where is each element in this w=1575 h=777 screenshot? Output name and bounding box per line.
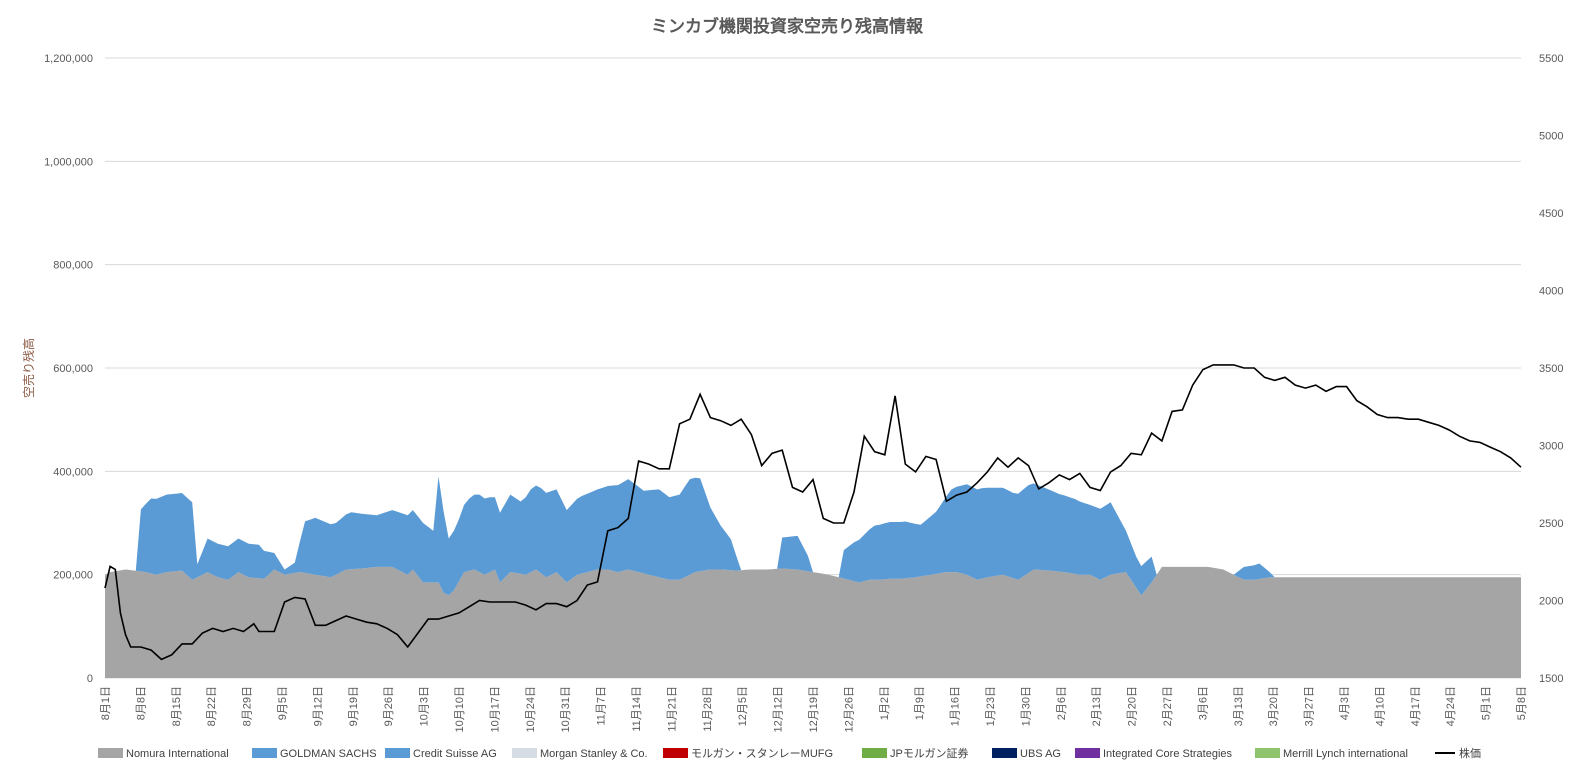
legend-item-morgan: Morgan Stanley & Co. bbox=[512, 748, 648, 760]
x-tick-label: 10月10日 bbox=[454, 686, 466, 732]
x-tick-label: 11月21日 bbox=[666, 686, 678, 732]
area-goldman bbox=[105, 476, 1521, 596]
x-tick-label: 1月30日 bbox=[1020, 686, 1032, 726]
y2-tick-label: 2000 bbox=[1539, 596, 1563, 608]
x-tick-label: 8月22日 bbox=[206, 686, 218, 726]
x-tick-label: 12月12日 bbox=[773, 686, 785, 732]
x-tick-label: 9月26日 bbox=[383, 686, 395, 726]
x-tick-label: 2月6日 bbox=[1056, 686, 1068, 720]
y-tick-label: 600,000 bbox=[53, 363, 93, 375]
x-tick-label: 10月17日 bbox=[489, 686, 501, 732]
legend-swatch bbox=[1075, 748, 1100, 758]
y2-tick-label: 5500 bbox=[1539, 53, 1563, 65]
y2-tick-label: 1500 bbox=[1539, 673, 1563, 685]
y-tick-label: 0 bbox=[87, 673, 93, 685]
x-tick-label: 4月24日 bbox=[1445, 686, 1457, 726]
legend-label: UBS AG bbox=[1020, 748, 1061, 760]
x-tick-label: 4月10日 bbox=[1374, 686, 1386, 726]
x-tick-label: 2月13日 bbox=[1091, 686, 1103, 726]
x-tick-label: 4月3日 bbox=[1339, 686, 1351, 720]
x-tick-label: 10月3日 bbox=[419, 686, 431, 726]
x-tick-label: 8月1日 bbox=[100, 686, 112, 720]
legend-swatch bbox=[992, 748, 1017, 758]
legend-swatch bbox=[98, 748, 123, 758]
x-tick-label: 4月17日 bbox=[1410, 686, 1422, 726]
x-tick-label: 2月27日 bbox=[1162, 686, 1174, 726]
legend-label: 株価 bbox=[1459, 746, 1481, 760]
x-tick-label: 1月2日 bbox=[879, 686, 891, 720]
x-tick-label: 2月20日 bbox=[1127, 686, 1139, 726]
x-tick-label: 11月7日 bbox=[596, 686, 608, 726]
legend-item-ubs: UBS AG bbox=[992, 748, 1061, 760]
x-tick-label: 8月29日 bbox=[242, 686, 254, 726]
legend-swatch bbox=[385, 748, 410, 758]
chart-title: ミンカブ機関投資家空売り残高情報 bbox=[651, 16, 924, 37]
x-tick-label: 5月1日 bbox=[1481, 686, 1493, 720]
y-tick-label: 800,000 bbox=[53, 260, 93, 272]
y-axis-title: 空売り残高 bbox=[21, 338, 36, 398]
legend-label: Merrill Lynch international bbox=[1283, 748, 1408, 760]
x-tick-label: 9月12日 bbox=[312, 686, 324, 726]
legend-swatch bbox=[663, 748, 688, 758]
legend-item-merrill: Merrill Lynch international bbox=[1255, 748, 1408, 760]
price-line bbox=[104, 364, 1522, 661]
legend-label: Credit Suisse AG bbox=[413, 748, 497, 760]
x-tick-label: 3月13日 bbox=[1233, 686, 1245, 726]
legend-item-jp: JPモルガン証券 bbox=[862, 746, 969, 760]
legend-item-nomura: Nomura International bbox=[98, 748, 229, 760]
legend-label: Morgan Stanley & Co. bbox=[540, 748, 648, 760]
x-tick-label: 11月28日 bbox=[702, 686, 714, 732]
legend-item-ics: Integrated Core Strategies bbox=[1075, 748, 1233, 760]
legend-swatch bbox=[252, 748, 277, 758]
legend-label: モルガン・スタンレーMUFG bbox=[691, 747, 833, 760]
legend-label: JPモルガン証券 bbox=[890, 746, 969, 760]
legend-swatch bbox=[862, 748, 887, 758]
x-tick-label: 10月31日 bbox=[560, 686, 572, 732]
legend-label: Integrated Core Strategies bbox=[1103, 748, 1233, 760]
x-tick-label: 11月14日 bbox=[631, 686, 643, 732]
x-tick-label: 1月16日 bbox=[950, 686, 962, 726]
x-tick-label: 10月24日 bbox=[525, 686, 537, 732]
y2-tick-label: 5000 bbox=[1539, 131, 1563, 143]
y-tick-label: 1,000,000 bbox=[44, 156, 93, 168]
x-tick-label: 5月8日 bbox=[1516, 686, 1528, 720]
y-tick-label: 1,200,000 bbox=[44, 53, 93, 65]
area-nomura bbox=[105, 566, 1521, 678]
y-tick-label: 200,000 bbox=[53, 570, 93, 582]
y2-tick-label: 4500 bbox=[1539, 208, 1563, 220]
x-tick-label: 3月20日 bbox=[1268, 686, 1280, 726]
legend-item-goldman: GOLDMAN SACHS bbox=[252, 748, 377, 760]
x-tick-label: 1月23日 bbox=[985, 686, 997, 726]
x-tick-label: 3月27日 bbox=[1304, 686, 1316, 726]
y2-tick-label: 3000 bbox=[1539, 441, 1563, 453]
y2-tick-label: 4000 bbox=[1539, 286, 1563, 298]
y-tick-label: 400,000 bbox=[53, 466, 93, 478]
y2-tick-label: 2500 bbox=[1539, 518, 1563, 530]
x-tick-label: 9月19日 bbox=[348, 686, 360, 726]
legend-swatch bbox=[1255, 748, 1280, 758]
x-tick-label: 3月6日 bbox=[1197, 686, 1209, 720]
legend-item-credit: Credit Suisse AG bbox=[385, 748, 497, 760]
x-tick-label: 8月15日 bbox=[171, 686, 183, 726]
x-tick-label: 1月9日 bbox=[914, 686, 926, 720]
x-tick-label: 12月5日 bbox=[737, 686, 749, 726]
legend-label: GOLDMAN SACHS bbox=[280, 748, 377, 760]
legend-item-price: 株価 bbox=[1435, 746, 1481, 760]
y2-tick-label: 3500 bbox=[1539, 363, 1563, 375]
x-tick-label: 12月19日 bbox=[808, 686, 820, 732]
legend-label: Nomura International bbox=[126, 748, 229, 760]
x-tick-label: 9月5日 bbox=[277, 686, 289, 720]
legend-item-mufg: モルガン・スタンレーMUFG bbox=[663, 747, 833, 760]
x-tick-label: 8月8日 bbox=[135, 686, 147, 720]
x-tick-label: 12月26日 bbox=[843, 686, 855, 732]
legend-swatch bbox=[512, 748, 537, 758]
